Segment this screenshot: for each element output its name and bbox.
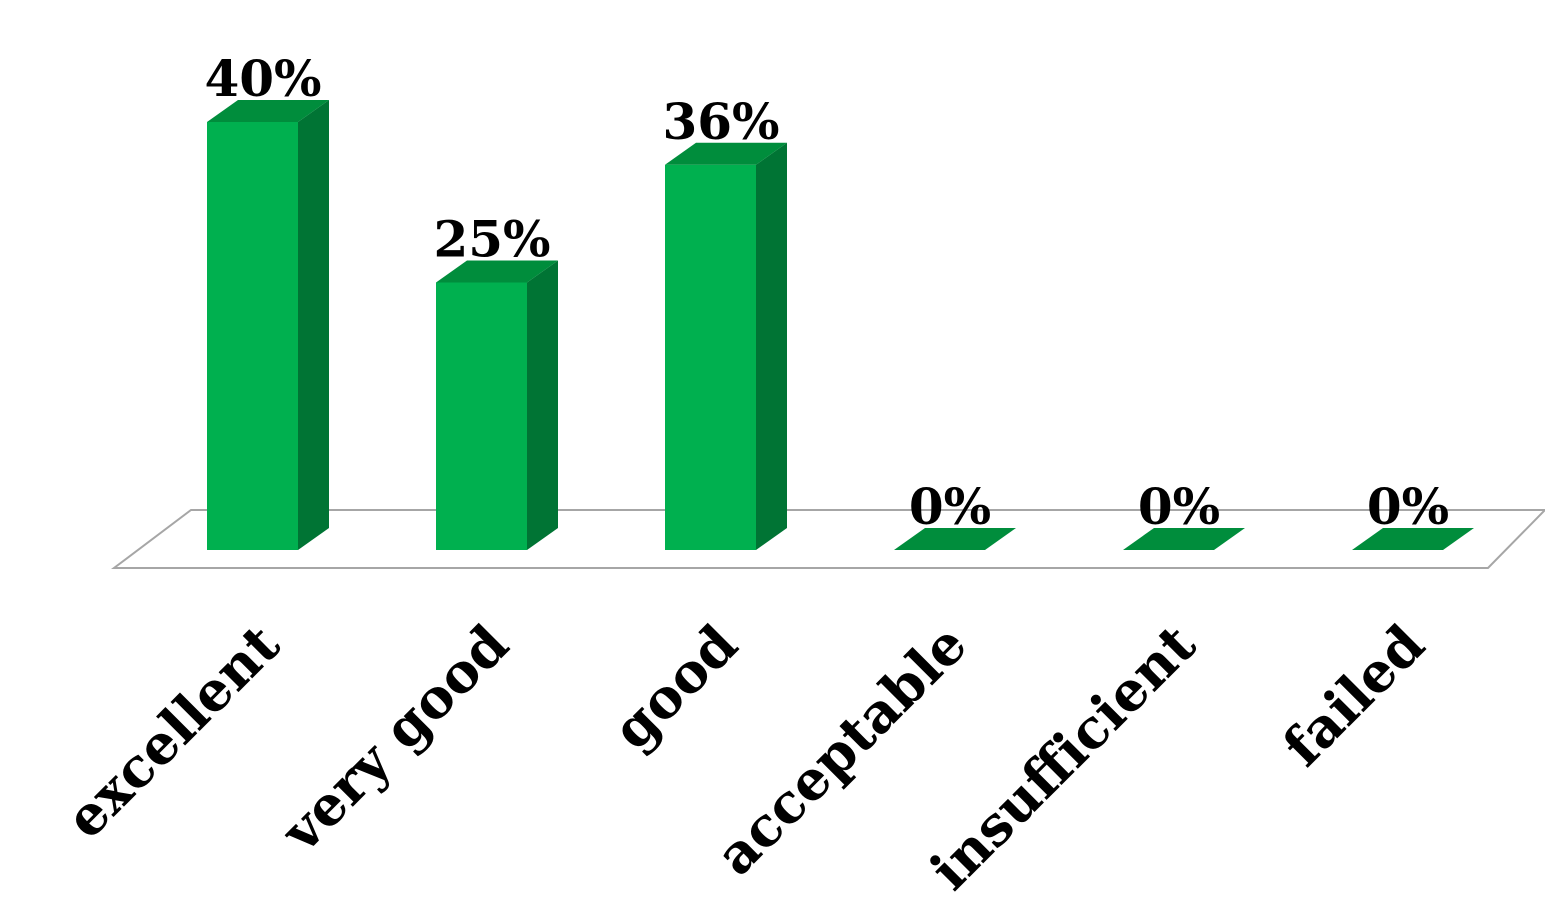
bar-top <box>1123 528 1245 550</box>
bar-side <box>756 142 787 551</box>
data-label: 25% <box>433 210 550 269</box>
x-tick-label: excellent <box>53 612 292 851</box>
data-label: 0% <box>909 477 991 536</box>
bar-top <box>894 528 1016 550</box>
x-tick-label: failed <box>1270 612 1436 778</box>
data-label: 40% <box>204 49 321 108</box>
bar-front <box>665 164 756 551</box>
chart-floor <box>111 509 1545 569</box>
data-label: 0% <box>1138 477 1220 536</box>
bar-front <box>207 122 298 550</box>
x-tick-label: good <box>600 612 750 762</box>
bar-side <box>527 260 558 550</box>
bar-top <box>207 100 329 122</box>
bar-insufficient <box>1123 528 1245 550</box>
bar-front <box>436 282 527 550</box>
bar-very-good <box>436 260 558 550</box>
bar-side <box>298 100 329 550</box>
x-tick-label: very good <box>268 612 520 864</box>
bar-top <box>665 142 787 165</box>
bar-good <box>665 142 787 551</box>
data-label: 0% <box>1367 477 1449 536</box>
bar-failed <box>1352 528 1474 550</box>
bar-excellent <box>207 100 329 550</box>
data-label: 36% <box>662 92 779 151</box>
bar-top <box>1352 528 1474 550</box>
bar-acceptable <box>894 528 1016 550</box>
bar-top <box>436 260 558 283</box>
